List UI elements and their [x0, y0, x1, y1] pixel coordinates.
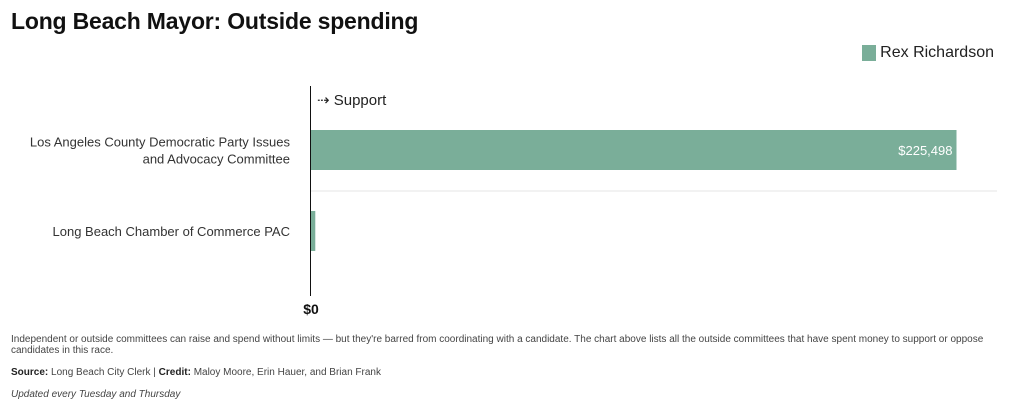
bar: [311, 211, 316, 251]
source-credit-line: Source: Long Beach City Clerk | Credit: …: [11, 367, 381, 378]
credit-text: Maloy Moore, Erin Hauer, and Brian Frank: [193, 367, 381, 378]
footnote: Independent or outside committees can ra…: [11, 334, 984, 356]
category-label: Los Angeles County Democratic Party Issu…: [30, 135, 291, 150]
x-tick-label: $0: [303, 301, 319, 317]
category-label: Long Beach Chamber of Commerce PAC: [53, 224, 290, 239]
chart-plot: $225,498 Los Angeles County Democratic Pa…: [30, 86, 997, 317]
category-label: and Advocacy Committee: [143, 152, 290, 167]
credit-label: Credit:: [158, 367, 191, 378]
source-text: Long Beach City Clerk |: [51, 367, 156, 378]
bar-value-label: $225,498: [898, 143, 952, 158]
support-direction-label: ⇢ Support: [317, 92, 387, 109]
legend-label: Rex Richardson: [880, 44, 994, 61]
chart-title: Long Beach Mayor: Outside spending: [11, 8, 419, 34]
legend: Rex Richardson: [862, 44, 994, 62]
legend-swatch: [862, 45, 877, 61]
source-label: Source:: [11, 367, 49, 378]
updated-note: Updated every Tuesday and Thursday: [11, 389, 181, 400]
bar: [311, 130, 957, 170]
